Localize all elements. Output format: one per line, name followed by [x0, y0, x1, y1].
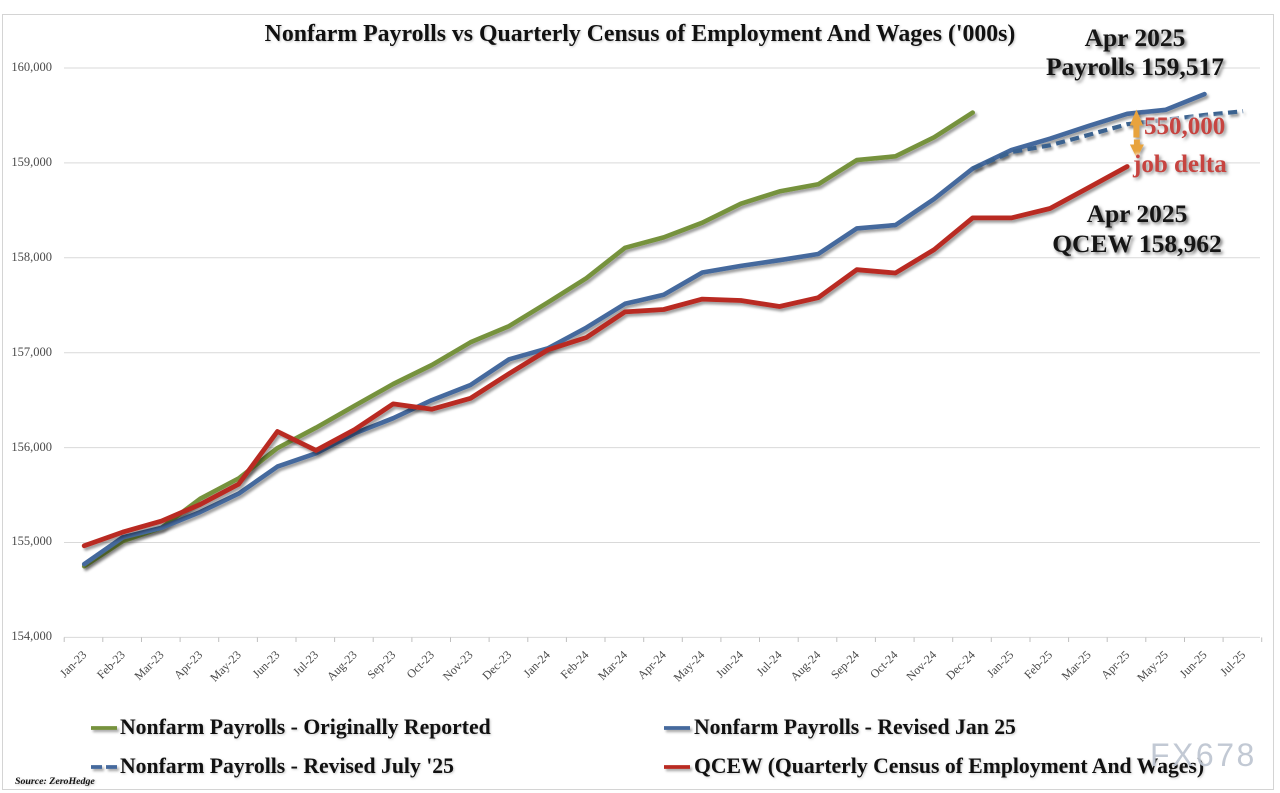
- svg-text:Feb-24: Feb-24: [558, 648, 592, 682]
- svg-text:Jul-24: Jul-24: [754, 648, 785, 679]
- svg-text:Mar-24: Mar-24: [595, 648, 630, 683]
- svg-text:Apr-23: Apr-23: [171, 648, 205, 682]
- svg-text:Dec-23: Dec-23: [479, 648, 514, 683]
- svg-text:Jun-25: Jun-25: [1177, 648, 1210, 681]
- svg-text:Feb-23: Feb-23: [94, 648, 128, 682]
- svg-text:Oct-24: Oct-24: [867, 648, 900, 681]
- svg-text:Sep-24: Sep-24: [828, 648, 862, 682]
- svg-text:Feb-25: Feb-25: [1021, 648, 1055, 682]
- svg-text:Sep-23: Sep-23: [364, 648, 398, 682]
- svg-text:Aug-24: Aug-24: [787, 648, 823, 684]
- svg-text:Jun-24: Jun-24: [713, 648, 746, 681]
- svg-text:Jul-25: Jul-25: [1217, 648, 1248, 679]
- svg-text:Jul-23: Jul-23: [290, 648, 321, 679]
- svg-text:Mar-25: Mar-25: [1059, 648, 1094, 683]
- svg-text:May-23: May-23: [207, 648, 244, 685]
- svg-text:Jun-23: Jun-23: [250, 648, 283, 681]
- svg-text:Oct-23: Oct-23: [404, 648, 437, 681]
- svg-text:Mar-23: Mar-23: [131, 648, 166, 683]
- svg-text:Nov-24: Nov-24: [903, 648, 939, 684]
- svg-text:Apr-24: Apr-24: [635, 648, 669, 682]
- svg-text:Dec-24: Dec-24: [943, 648, 978, 683]
- svg-text:May-25: May-25: [1134, 648, 1171, 685]
- svg-text:Jan-23: Jan-23: [57, 648, 90, 681]
- svg-text:Apr-25: Apr-25: [1098, 648, 1132, 682]
- svg-text:Jan-25: Jan-25: [984, 648, 1017, 681]
- svg-text:Nov-23: Nov-23: [440, 648, 476, 684]
- svg-text:Aug-23: Aug-23: [324, 648, 360, 684]
- svg-text:May-24: May-24: [671, 648, 708, 685]
- svg-text:Jan-24: Jan-24: [520, 648, 553, 681]
